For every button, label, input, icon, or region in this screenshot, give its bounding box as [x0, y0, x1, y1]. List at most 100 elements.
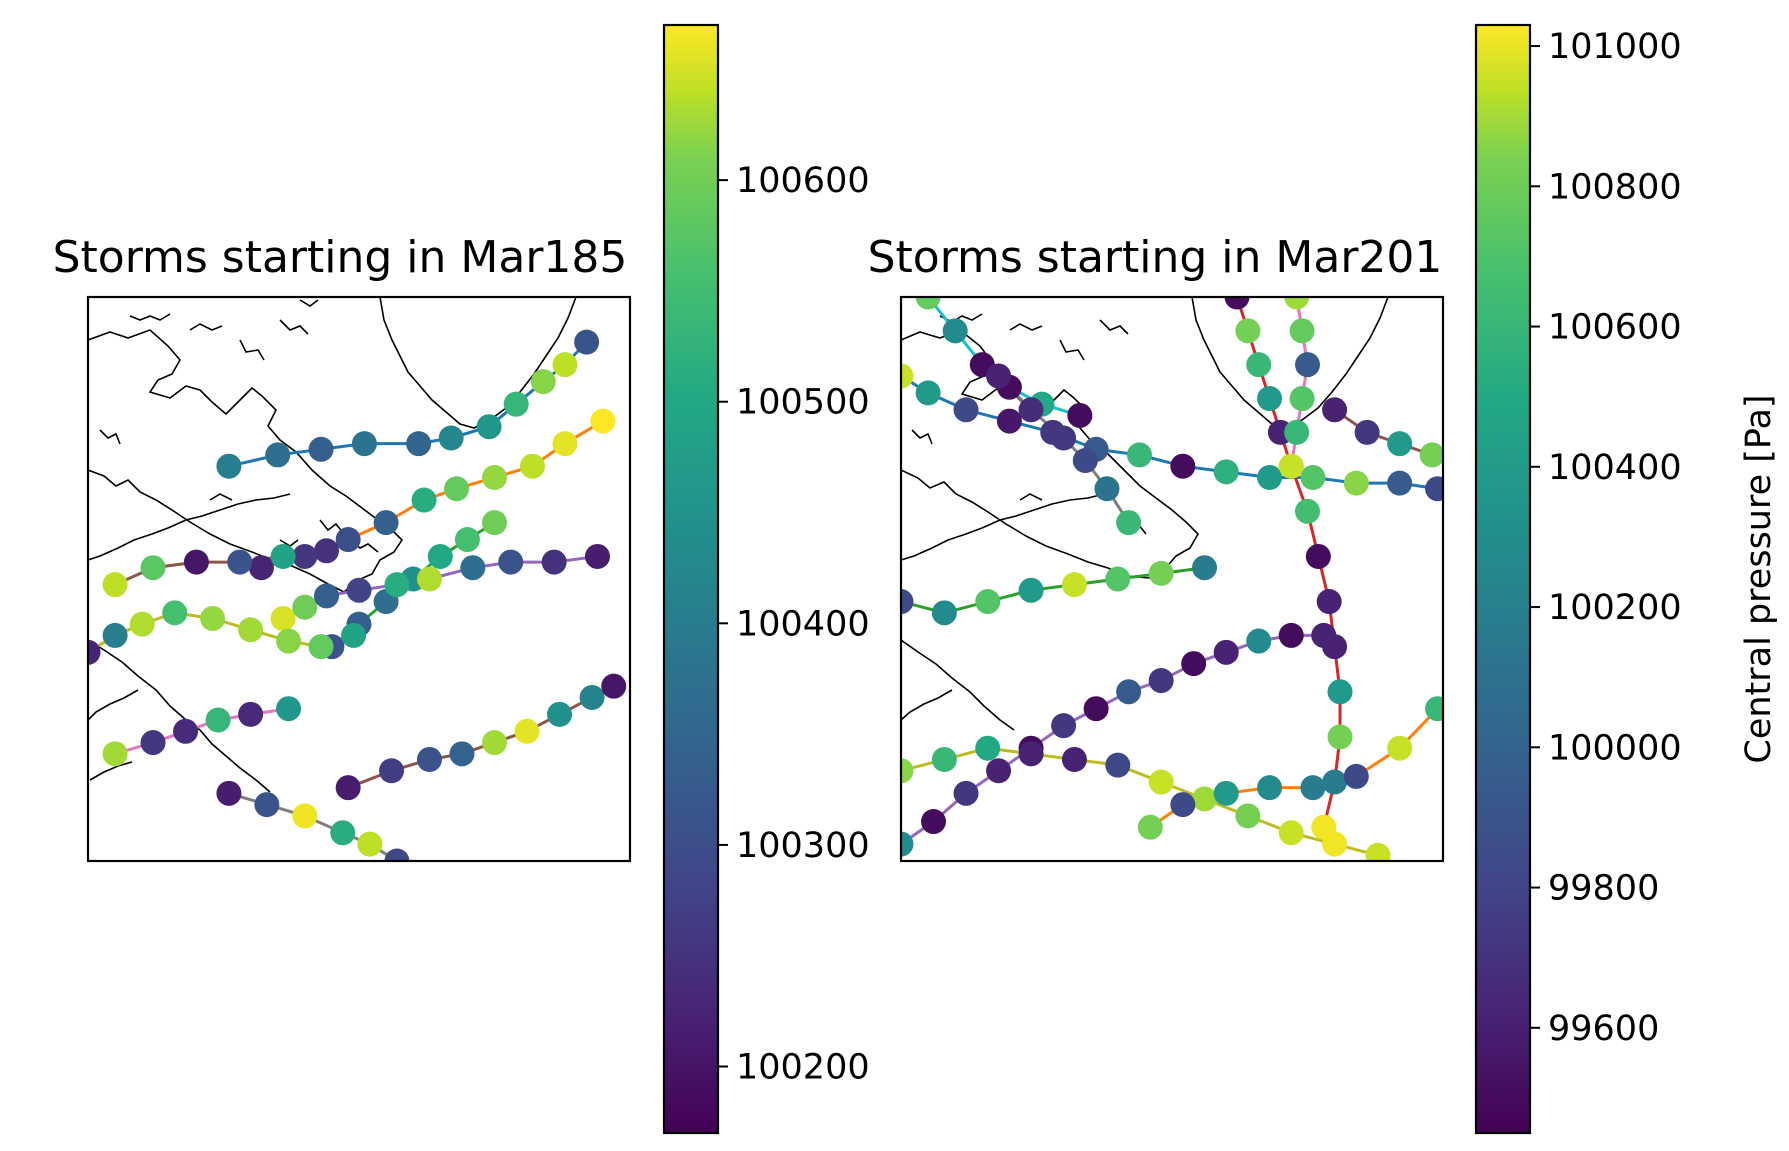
storm-point [140, 730, 166, 756]
storm-point [1300, 464, 1326, 490]
left-map-panel: Storms starting in Mar185 [53, 232, 632, 863]
left-map-frame [86, 295, 632, 863]
colorbar-tick-label: 99600 [1548, 1009, 1659, 1049]
storm-point [248, 555, 274, 581]
storm-point [227, 549, 253, 575]
storm-point [335, 775, 361, 801]
colorbar-tick-label: 100600 [736, 161, 870, 201]
storm-point [216, 780, 242, 806]
storm-point [1311, 622, 1337, 648]
storm-point [1295, 352, 1320, 378]
storm-point [384, 848, 410, 861]
colorbar-tick-label: 100400 [736, 604, 870, 644]
storm-point [1067, 402, 1093, 428]
storm-point [514, 718, 540, 744]
colorbar-tick-label: 100500 [736, 383, 870, 423]
colorbar-tick-label: 101000 [1548, 27, 1682, 67]
right-storm-tracks [901, 297, 1443, 861]
storm-point [1213, 639, 1239, 665]
storm-point [330, 820, 356, 846]
storm-point [265, 442, 291, 468]
storm-point [1300, 775, 1326, 801]
storm-point [162, 600, 188, 626]
storm-point [915, 380, 941, 406]
storm-point [1137, 814, 1163, 840]
storm-point [1246, 352, 1272, 378]
storm-point [1365, 842, 1391, 861]
storm-point [1083, 696, 1109, 722]
colorbar-tick-label: 100200 [1548, 588, 1682, 628]
left-storm-tracks [88, 329, 627, 861]
storm-point [921, 809, 947, 835]
storm-point [503, 391, 529, 417]
storm-point [901, 831, 914, 857]
colorbar-tick-label: 100000 [1548, 728, 1682, 768]
storm-point [1343, 470, 1369, 496]
storm-point [574, 329, 600, 355]
storm-point [1327, 679, 1353, 705]
storm-point [102, 622, 128, 648]
storm-point [1322, 831, 1348, 857]
storm-point [88, 639, 101, 665]
storm-point [1105, 566, 1131, 592]
left-colorbar-gradient [662, 23, 720, 1135]
storm-point [584, 543, 610, 569]
storm-point [1224, 297, 1250, 310]
storm-point [1425, 476, 1443, 502]
left-colorbar: 100600 100500 100400 100300 100200 [662, 23, 870, 1135]
right-map-panel: Storms starting in Mar201 [868, 232, 1445, 863]
storm-point [1354, 419, 1380, 445]
storm-point [276, 696, 302, 722]
storm-point [183, 549, 209, 575]
storm-point [996, 408, 1022, 434]
storm-point [292, 594, 318, 620]
storm-point [1051, 425, 1077, 451]
storm-point [1105, 752, 1131, 778]
right-map-frame [899, 295, 1445, 863]
storm-point [1018, 741, 1044, 767]
colorbar-tick-label: 100300 [736, 826, 870, 866]
storm-point [1148, 560, 1174, 586]
storm-point [1235, 318, 1261, 344]
storm-point [238, 701, 264, 727]
storm-point [1257, 775, 1283, 801]
storm-point [1284, 419, 1310, 445]
storm-point [346, 577, 372, 603]
storm-point [416, 746, 442, 772]
storm-point [357, 831, 383, 857]
storm-point [1278, 453, 1304, 479]
storm-point [601, 673, 627, 699]
storm-point [1235, 803, 1261, 829]
storm-point [1061, 746, 1087, 772]
storm-point [931, 746, 957, 772]
storm-point [254, 792, 280, 818]
storm-point [1170, 453, 1196, 479]
storm-point [129, 611, 155, 637]
storm-point [406, 431, 432, 457]
storm-point [460, 555, 486, 581]
storm-point [901, 363, 914, 389]
storm-point [313, 538, 339, 564]
storm-point [276, 628, 302, 654]
storm-point [379, 758, 405, 784]
storm-point [1295, 498, 1320, 524]
storm-point [482, 464, 507, 490]
storm-point [931, 600, 957, 626]
storm-point [953, 780, 979, 806]
storm-point [205, 707, 231, 733]
storm-point [1305, 543, 1331, 569]
storm-point [1170, 792, 1196, 818]
storm-point [173, 718, 199, 744]
colorbar-tick-label: 99800 [1548, 869, 1659, 909]
storm-point [1316, 589, 1342, 615]
left-panel-title: Storms starting in Mar185 [53, 232, 628, 283]
storm-point [1051, 713, 1077, 739]
storm-point [1322, 397, 1348, 423]
storm-point [308, 634, 334, 660]
storm-point [238, 617, 264, 643]
storm-point [482, 730, 507, 756]
storm-point [901, 589, 914, 615]
storm-point [476, 414, 502, 440]
storm-point [1425, 696, 1443, 722]
